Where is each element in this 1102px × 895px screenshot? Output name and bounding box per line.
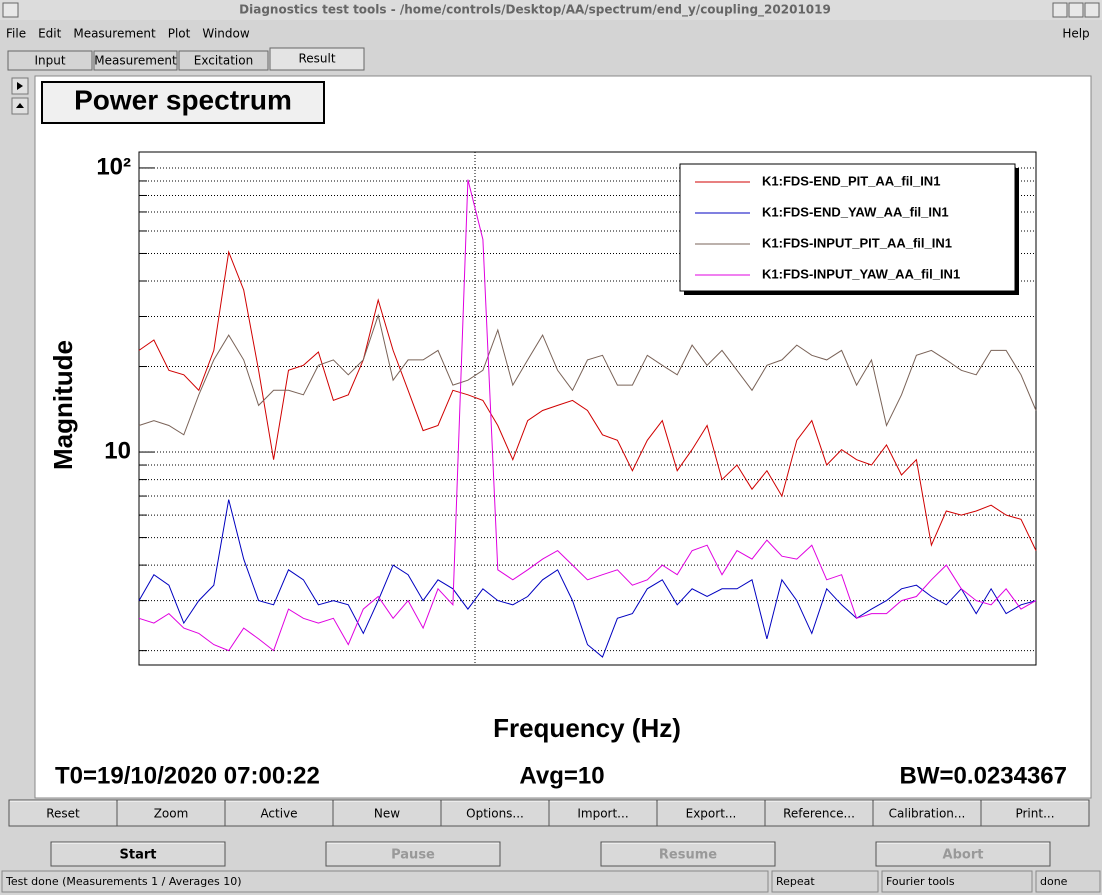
menu-item[interactable]: Plot [168,27,191,41]
status-field [771,870,879,893]
toolbar-button-label: Reference... [783,807,855,821]
series-line [138,499,1037,658]
menu-item[interactable]: Measurement [73,27,156,41]
arrow-icon [16,103,24,108]
control-button[interactable] [600,841,776,867]
toolbar-button-label: Reset [46,807,80,821]
menu-item[interactable]: File [6,27,26,41]
toolbar-button-label: Active [260,807,297,821]
series-line [138,313,1037,436]
title-bar [0,0,1102,20]
toolbar-button[interactable] [980,799,1090,827]
bw-annotation: BW=0.0234367 [900,762,1067,789]
control-button[interactable] [875,841,1051,867]
tab[interactable] [93,50,178,71]
toolbar-button[interactable] [656,799,766,827]
tab-label: Measurement [94,54,177,68]
toolbar-button[interactable] [224,799,334,827]
avg-annotation: Avg=10 [519,762,604,789]
status-text: Test done (Measurements 1 / Averages 10) [5,875,242,888]
toolbar-button[interactable] [548,799,658,827]
toolbar-button[interactable] [332,799,442,827]
plot-title-box [41,81,325,124]
status-field [1,870,769,893]
status-text: Fourier tools [886,875,955,888]
legend-label: K1:FDS-END_YAW_AA_fil_IN1 [762,204,949,219]
y-tick-label: 10² [96,153,131,180]
toolbar-button-label: Import... [577,807,628,821]
tab[interactable] [178,50,269,71]
toolbar-button-label: New [374,807,400,821]
legend-label: K1:FDS-INPUT_YAW_AA_fil_IN1 [762,266,960,281]
tab-label: Input [34,54,65,68]
series-line [138,179,1037,652]
legend-label: K1:FDS-INPUT_PIT_AA_fil_IN1 [762,235,952,250]
tab-label: Excitation [194,54,253,68]
toolbar-button-label: Options... [466,807,524,821]
legend-label: K1:FDS-END_PIT_AA_fil_IN1 [762,173,940,188]
plot-title: Power spectrum [74,84,292,115]
tab[interactable] [269,47,365,71]
window-menu-icon[interactable] [2,2,19,18]
toolbar-button[interactable] [764,799,874,827]
toolbar-button-label: Export... [686,807,737,821]
status-field [881,870,1033,893]
control-button-label: Resume [659,848,717,863]
y-tick-label: 10 [104,437,131,464]
toolbar-button[interactable] [872,799,982,827]
window-title: Diagnostics test tools - /home/controls/… [239,3,831,18]
status-text: Repeat [776,875,815,888]
control-button-label: Pause [391,848,435,863]
control-button-label: Start [120,848,157,863]
menu-item[interactable]: Edit [38,27,62,41]
arrow-icon [17,82,23,90]
status-field [1035,870,1101,893]
maximize-button[interactable] [1068,2,1084,18]
toolbar-button-label: Print... [1015,807,1054,821]
tab[interactable] [7,50,93,71]
x-axis-label: Frequency (Hz) [493,713,681,743]
status-text: done [1040,875,1068,888]
toolbar-button-label: Calibration... [889,807,966,821]
menu-item[interactable]: Window [202,27,250,41]
tab-label: Result [298,52,335,66]
help-menu[interactable]: Help [1062,27,1089,41]
control-button-label: Abort [943,848,984,863]
legend [679,163,1016,292]
t0-annotation: T0=19/10/2020 07:00:22 [55,762,320,789]
control-button[interactable] [50,841,226,867]
toolbar-button[interactable] [440,799,550,827]
close-button[interactable] [1084,2,1100,18]
minimize-button[interactable] [1052,2,1068,18]
toolbar-button-label: Zoom [154,807,189,821]
control-button[interactable] [325,841,501,867]
y-axis-label: Magnitude [48,340,78,470]
series-line [138,250,1037,551]
